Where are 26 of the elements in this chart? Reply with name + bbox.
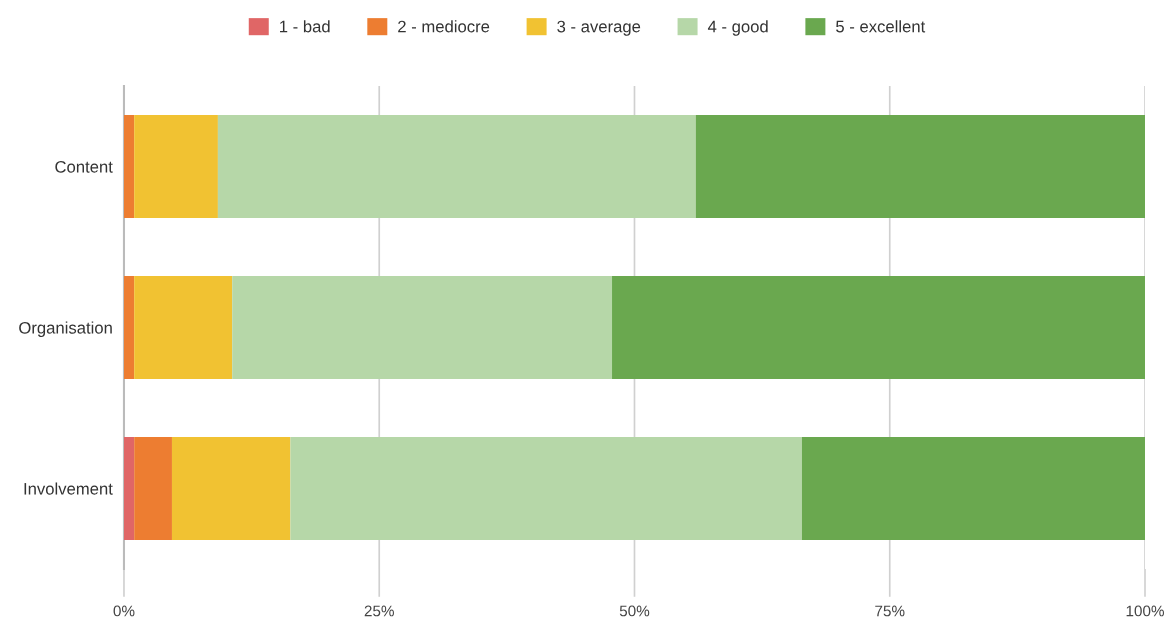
- bar: [612, 275, 1145, 380]
- legend-label: 4 - good: [707, 20, 768, 36]
- y-tick-label: Organisation: [19, 321, 112, 337]
- x-tick-label: 100%: [1126, 605, 1164, 617]
- bar: [123, 275, 135, 380]
- x-tick-label: 50%: [619, 605, 650, 617]
- bar: [695, 114, 1145, 219]
- legend-label: 1 - bad: [280, 20, 330, 33]
- bar: [123, 114, 135, 219]
- y-tick-label: Involvement: [24, 482, 113, 495]
- bar: [134, 275, 233, 380]
- legend-label: 3 - average: [557, 20, 641, 36]
- bar: [217, 114, 696, 219]
- bar: [801, 436, 1145, 541]
- bar: [134, 436, 172, 541]
- y-tick-label: Content: [55, 160, 113, 173]
- x-tick-label: 75%: [875, 605, 905, 617]
- bar: [123, 436, 135, 541]
- legend-label: 2 - mediocre: [398, 20, 490, 33]
- bar: [134, 114, 218, 219]
- legend-label: 5 - excellent: [836, 20, 926, 33]
- bar: [171, 436, 291, 541]
- x-tick-label: 25%: [364, 605, 394, 617]
- bar: [290, 436, 802, 541]
- x-tick-label: 0%: [113, 605, 135, 617]
- bar: [232, 275, 613, 380]
